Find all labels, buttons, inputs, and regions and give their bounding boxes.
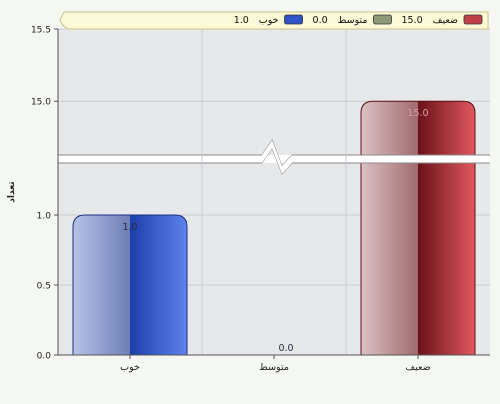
value-label: 15.0 xyxy=(407,108,428,119)
legend-category: خوب xyxy=(259,15,279,26)
y-axis-title: تعداد xyxy=(7,181,17,202)
axis-ticks: 0.0 0.5 1.0 15.0 15.5 خوب متوسط ضعیف xyxy=(31,26,431,374)
bar-0 xyxy=(72,214,188,356)
bar-break-band xyxy=(360,155,476,163)
axis-break xyxy=(58,138,490,175)
y-tick-label: 1.0 xyxy=(37,212,52,222)
x-tick-label: ضعیف xyxy=(405,362,430,373)
legend-category: متوسط xyxy=(338,15,368,26)
legend-swatch xyxy=(463,14,483,25)
y-tick-label: 15.0 xyxy=(31,98,51,108)
legend-swatch xyxy=(284,14,303,25)
legend: ضعیف 15.0 متوسط 0.0 خوب 1.0 xyxy=(59,11,489,30)
legend-value: 1.0 xyxy=(234,15,249,26)
legend-category: ضعیف xyxy=(433,15,458,26)
y-tick-label: 0.0 xyxy=(37,352,52,362)
x-tick-label: خوب xyxy=(120,362,140,373)
value-label: 0.0 xyxy=(278,343,293,354)
legend-swatch xyxy=(373,14,392,25)
legend-value: 15.0 xyxy=(401,15,422,26)
y-tick-label: 15.5 xyxy=(31,26,51,36)
bars xyxy=(72,100,476,356)
value-labels: 1.0 0.0 15.0 xyxy=(122,108,428,354)
y-tick-label: 0.5 xyxy=(37,282,51,292)
x-tick-label: متوسط xyxy=(259,362,289,373)
legend-value: 0.0 xyxy=(313,15,328,26)
bar-2 xyxy=(360,100,476,356)
value-label: 1.0 xyxy=(122,222,137,233)
